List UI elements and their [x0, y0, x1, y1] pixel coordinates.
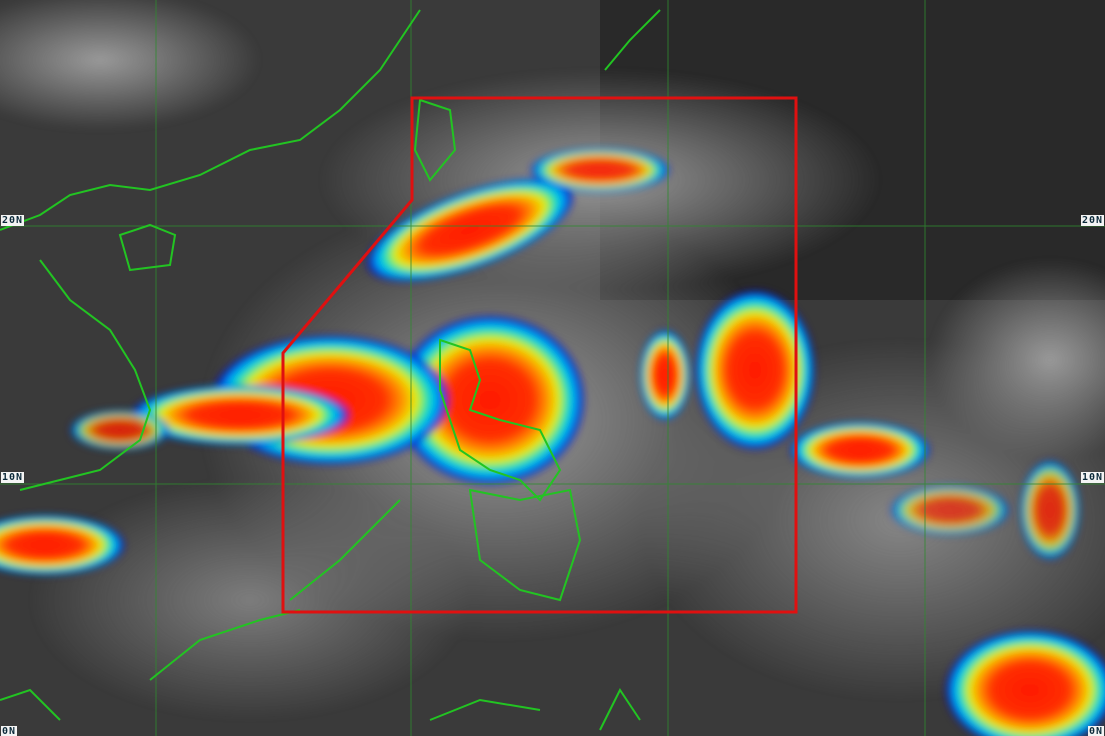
- lat-label-20n-right: 20N: [1080, 215, 1104, 226]
- lat-label-10n-right: 10N: [1080, 472, 1104, 483]
- lat-label-10n-left: 10N: [1, 472, 25, 483]
- coastlines: [0, 9, 661, 731]
- lat-label-0n-left: 0N: [1, 726, 18, 736]
- par-boundary: [281, 96, 798, 614]
- lat-label-20n-left: 20N: [1, 215, 25, 226]
- cloud-cover: [0, 0, 1105, 720]
- convection-cells: [0, 148, 1105, 736]
- lat-label-0n-right: 0N: [1087, 726, 1104, 736]
